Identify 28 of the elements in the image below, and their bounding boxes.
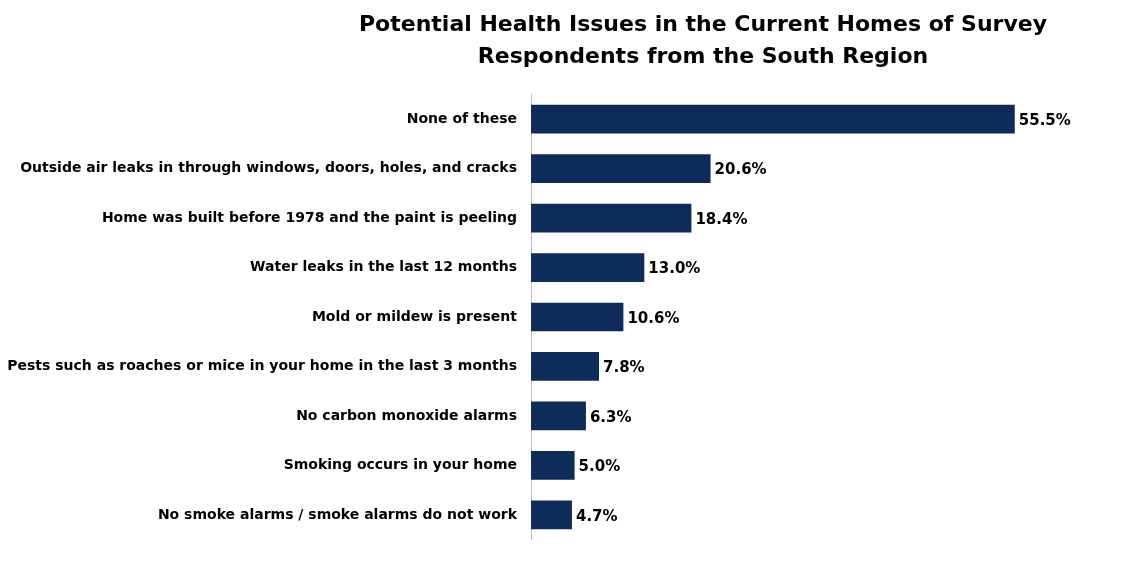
y-tick-label: Home was built before 1978 and the paint is peeling — [101, 208, 517, 225]
bar — [531, 401, 586, 431]
data-label: 20.6% — [714, 160, 767, 179]
y-tick-label: Water leaks in the last 12 months — [250, 258, 517, 275]
y-tick-label: Smoking occurs in your home — [283, 456, 517, 473]
data-label: 18.4% — [695, 209, 748, 228]
data-label: 13.0% — [648, 259, 701, 278]
bar — [531, 104, 1015, 134]
data-label: 4.7% — [575, 506, 618, 525]
data-label: 55.5% — [1018, 111, 1071, 130]
y-tick-label: No smoke alarms / smoke alarms do not work — [157, 505, 518, 522]
y-tick-label: No carbon monoxide alarms — [296, 406, 517, 423]
data-label: 5.0% — [578, 457, 621, 476]
bar — [531, 154, 711, 183]
bar — [531, 352, 599, 381]
data-label: 10.6% — [627, 308, 680, 327]
y-tick-label: Pests such as roaches or mice in your home in the last 3 months — [7, 357, 517, 374]
chart-title: Potential Health Issues in the Current Homes of Survey Respondents from the South Region — [358, 10, 1048, 70]
bar — [531, 203, 692, 233]
bar — [531, 500, 572, 530]
bar — [531, 451, 575, 480]
bar — [531, 253, 645, 282]
data-label: 7.8% — [602, 358, 645, 377]
data-label: 6.3% — [589, 407, 632, 426]
bar — [531, 302, 624, 332]
y-tick-label: None of these — [406, 109, 517, 126]
y-tick-label: Mold or mildew is present — [311, 307, 518, 324]
y-tick-label: Outside air leaks in through windows, doors, holes, and cracks — [20, 159, 517, 176]
